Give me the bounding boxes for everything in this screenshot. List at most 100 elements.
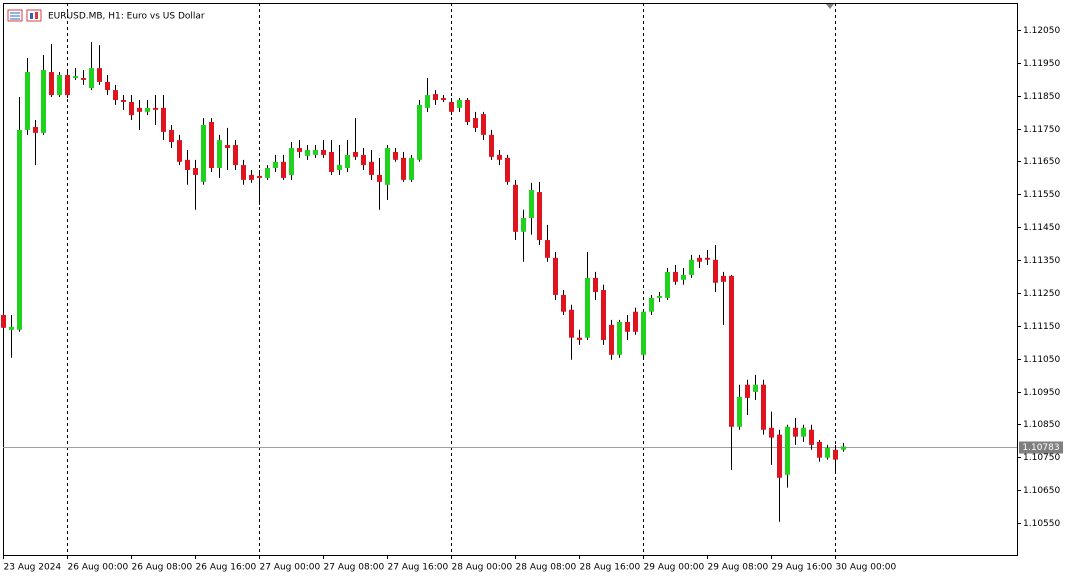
y-tick-label: 1.10950 — [1023, 388, 1060, 398]
current-price-label: 1.10783 — [1022, 443, 1059, 453]
candle-body — [841, 446, 846, 450]
candle-body — [105, 81, 110, 91]
candle-body — [401, 157, 406, 180]
candle-body — [297, 147, 302, 152]
candle-body — [569, 309, 574, 338]
x-tick-label: 29 Aug 16:00 — [772, 563, 833, 573]
candle-body — [457, 99, 462, 108]
candle-body — [425, 95, 430, 108]
y-tick-label: 1.11150 — [1023, 322, 1060, 332]
candle-body — [761, 384, 766, 430]
candle-body — [209, 122, 214, 169]
candle-body — [721, 275, 726, 282]
candle-body — [545, 240, 550, 258]
candle-body — [441, 98, 446, 100]
candle-body — [313, 149, 318, 155]
candle-body — [353, 151, 358, 157]
candle-body — [41, 70, 46, 133]
candle-body — [673, 271, 678, 282]
candle-body — [329, 151, 334, 172]
plot-frame — [3, 3, 1018, 556]
candle-body — [161, 107, 166, 132]
candle-body — [273, 161, 278, 169]
candle-body — [633, 311, 638, 332]
candle-body — [393, 151, 398, 160]
candle-body — [641, 311, 646, 355]
shift-marker — [826, 4, 834, 9]
y-tick-label: 1.11750 — [1023, 125, 1060, 135]
candle-body — [65, 75, 70, 96]
x-tick-label: 27 Aug 00:00 — [260, 563, 321, 573]
candle-body — [257, 175, 262, 178]
y-tick-label: 1.11350 — [1023, 256, 1060, 266]
candle-body — [793, 427, 798, 437]
x-tick-label: 28 Aug 08:00 — [516, 563, 577, 573]
y-tick-label: 1.11550 — [1023, 190, 1060, 200]
candle-body — [417, 104, 422, 160]
candle-body — [337, 165, 342, 171]
candle-body — [713, 259, 718, 283]
candle-body — [25, 72, 30, 130]
y-tick-label: 1.11050 — [1023, 355, 1060, 365]
candle-body — [513, 184, 518, 232]
x-tick-label: 27 Aug 16:00 — [388, 563, 449, 573]
candle-body — [17, 129, 22, 330]
candle-body — [777, 434, 782, 478]
candle-body — [433, 94, 438, 100]
candle-body — [697, 257, 702, 262]
candle-body — [833, 449, 838, 460]
x-tick-label: 28 Aug 16:00 — [580, 563, 641, 573]
toolbar-icons — [7, 9, 42, 22]
candle-body — [361, 154, 366, 166]
x-tick-label: 29 Aug 08:00 — [708, 563, 769, 573]
candle-body — [577, 337, 582, 340]
icon-chart — [26, 9, 42, 22]
x-tick-label: 26 Aug 00:00 — [68, 563, 129, 573]
y-tick-label: 1.11450 — [1023, 223, 1060, 233]
y-tick-label: 1.12050 — [1023, 26, 1060, 36]
candle-body — [585, 277, 590, 338]
candle-body — [601, 290, 606, 340]
candle-body — [817, 441, 822, 458]
candle-body — [593, 277, 598, 292]
candle-body — [705, 257, 710, 260]
candle-body — [233, 145, 238, 166]
candle-body — [73, 75, 78, 78]
candle-body — [33, 126, 38, 133]
y-tick-label: 1.11650 — [1023, 157, 1060, 167]
candle-body — [657, 295, 662, 298]
candle-body — [753, 384, 758, 392]
candle-body — [121, 99, 126, 102]
candle-body — [193, 168, 198, 175]
candle-body — [9, 326, 14, 330]
current-price-box — [1019, 441, 1063, 454]
x-tick-label: 29 Aug 00:00 — [644, 563, 705, 573]
candle-body — [785, 426, 790, 475]
candle-body — [97, 68, 102, 82]
candle-body — [89, 68, 94, 89]
candle-body — [225, 145, 230, 148]
candle-body — [377, 174, 382, 182]
y-tick-label: 1.10750 — [1023, 453, 1060, 463]
candle-body — [665, 271, 670, 298]
candle-body — [449, 101, 454, 112]
x-tick-label: 27 Aug 08:00 — [324, 563, 385, 573]
x-tick-label: 28 Aug 00:00 — [452, 563, 513, 573]
x-tick-label: 26 Aug 16:00 — [196, 563, 257, 573]
candle-body — [497, 154, 502, 160]
icon-bar — [35, 12, 38, 19]
icon-bar — [30, 13, 33, 19]
candle-body — [825, 447, 830, 458]
candle-body — [49, 72, 54, 96]
y-tick-label: 1.11950 — [1023, 59, 1060, 69]
y-tick-label: 1.10650 — [1023, 486, 1060, 496]
candle-body — [369, 161, 374, 175]
candle-body — [177, 140, 182, 162]
candle-body — [217, 140, 222, 169]
candle-body — [81, 77, 86, 80]
candle-body — [537, 192, 542, 241]
candle-body — [729, 275, 734, 427]
